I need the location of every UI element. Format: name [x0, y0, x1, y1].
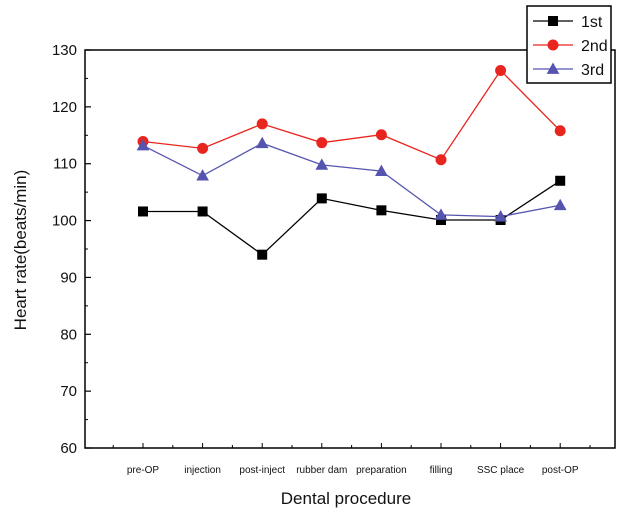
y-tick-label: 60 — [60, 440, 77, 457]
series-layer — [136, 64, 567, 260]
x-axis: pre-OP injection post-inject rubber dam prep… — [112, 443, 591, 476]
legend-marker-1st — [548, 16, 558, 26]
data-point-1st — [197, 206, 208, 217]
legend-label-3rd: 3rd — [581, 62, 604, 79]
x-tick-label: post-inject — [239, 465, 285, 476]
data-point-2nd — [435, 154, 447, 166]
plot-border — [84, 49, 616, 449]
legend-marker-2nd — [547, 39, 559, 51]
x-tick-label: post-OP — [542, 465, 579, 476]
plot-frame — [84, 49, 616, 449]
x-tick-label: pre-OP — [127, 465, 160, 476]
data-point-1st — [138, 206, 148, 217]
data-point-2nd — [554, 125, 566, 137]
y-tick-label: 130 — [52, 42, 77, 59]
legend-marker-3rd — [546, 62, 560, 74]
data-point-1st — [257, 249, 268, 260]
series-line-3rd — [142, 142, 561, 218]
data-point-3rd — [434, 208, 448, 220]
data-point-2nd — [495, 64, 507, 76]
legend-label-1st: 1st — [581, 14, 603, 31]
y-tick-label: 110 — [53, 156, 77, 173]
data-point-2nd — [256, 118, 268, 130]
y-axis-title: Heart rate(beats/min) — [11, 170, 30, 331]
data-point-1st — [316, 193, 327, 204]
series-2nd — [137, 64, 566, 166]
x-axis-title: Dental procedure — [281, 489, 411, 508]
data-point-3rd — [553, 198, 567, 211]
data-point-3rd — [494, 210, 507, 222]
data-point-3rd — [136, 138, 150, 151]
series-line-1st — [143, 180, 561, 256]
x-tick-label: injection — [184, 465, 221, 476]
data-point-3rd — [375, 164, 388, 177]
data-point-1st — [376, 205, 387, 216]
y-axis: 60 70 80 90 100 110 120 130 — [52, 42, 91, 457]
y-tick-label: 80 — [60, 326, 77, 343]
legend-label-2nd: 2nd — [581, 38, 608, 55]
y-tick-label: 70 — [60, 383, 77, 400]
y-tick-label: 100 — [52, 213, 77, 230]
x-tick-label: filling — [430, 465, 453, 476]
x-tick-label: preparation — [356, 465, 407, 476]
data-point-1st — [555, 175, 566, 186]
x-tick-label: rubber dam — [296, 465, 347, 476]
legend: 1st 2nd 3rd — [526, 5, 612, 84]
y-tick-label: 120 — [52, 99, 77, 116]
series-3rd — [136, 136, 567, 222]
x-tick-label: SSC place — [477, 465, 525, 476]
data-point-3rd — [196, 169, 209, 181]
y-tick-label: 90 — [60, 269, 77, 286]
data-point-2nd — [316, 137, 328, 149]
data-point-3rd — [315, 158, 329, 170]
data-point-2nd — [375, 129, 387, 141]
series-line-2nd — [142, 69, 561, 161]
data-point-3rd — [255, 136, 269, 149]
data-point-2nd — [197, 142, 209, 154]
